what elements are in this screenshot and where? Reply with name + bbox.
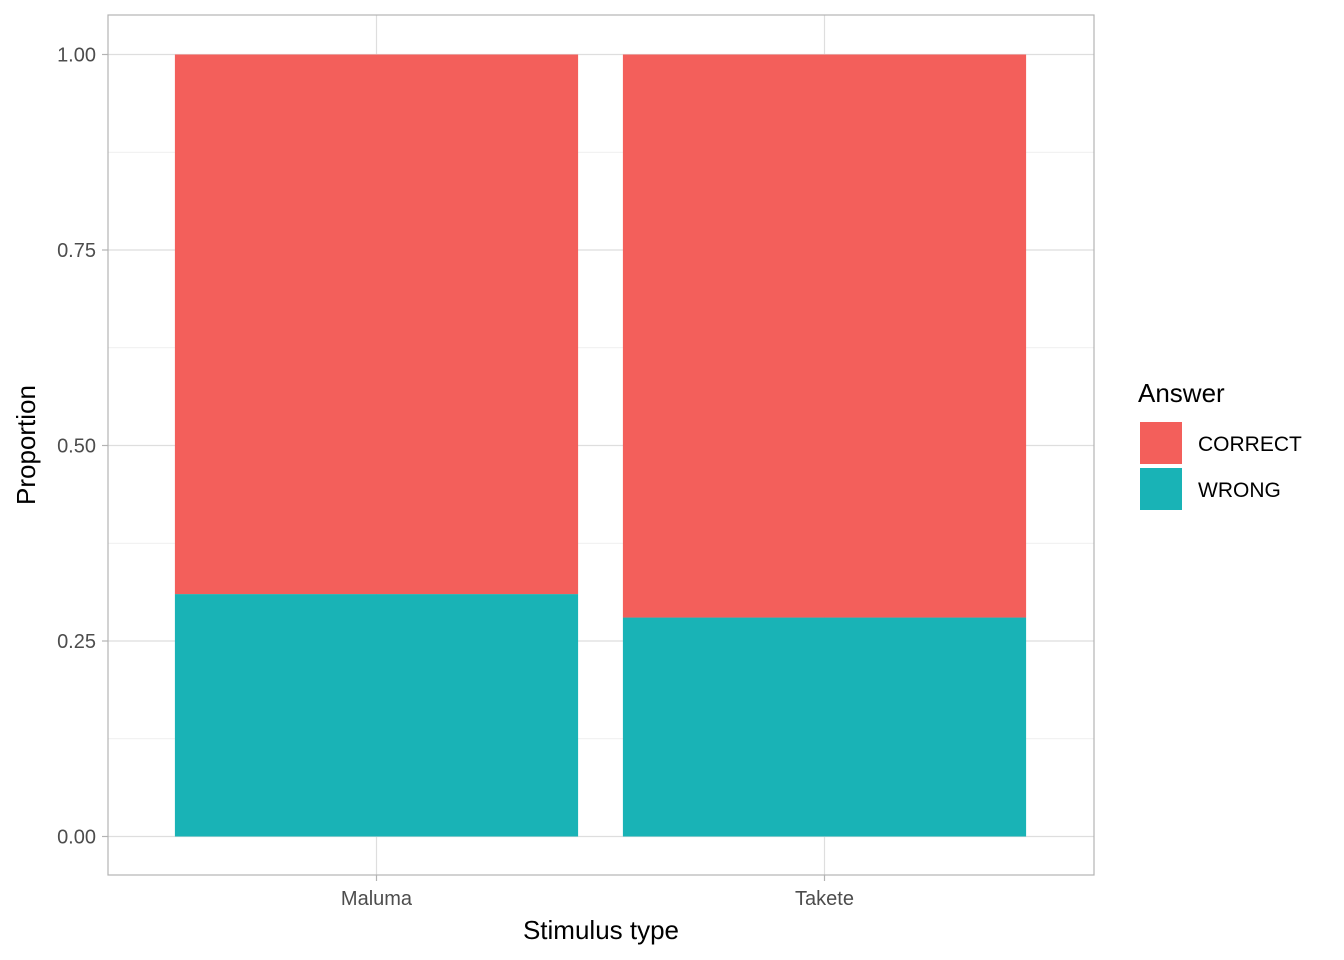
x-tick-label: Takete (795, 888, 854, 910)
legend-label-wrong: WRONG (1198, 479, 1281, 502)
bars (174, 54, 1027, 837)
legend-key-wrong (1140, 468, 1182, 510)
y-tick-label: 0.50 (57, 436, 96, 458)
y-tick-label: 0.25 (57, 631, 96, 653)
bar-wrong-maluma (174, 594, 579, 837)
legend-key-correct (1140, 422, 1182, 464)
y-tick-label: 0.75 (57, 240, 96, 262)
bar-correct-maluma (174, 54, 579, 595)
y-axis-title: Proportion (11, 385, 41, 505)
y-tick-label: 0.00 (57, 827, 96, 849)
x-tick-label: Maluma (341, 888, 413, 910)
x-axis-title: Stimulus type (523, 915, 679, 945)
legend-title: Answer (1138, 378, 1225, 408)
legend: Answer CORRECT WRONG (1138, 378, 1302, 510)
legend-label-correct: CORRECT (1198, 433, 1302, 456)
x-axis: Maluma Takete (341, 875, 854, 910)
bar-wrong-takete (622, 617, 1027, 837)
bar-correct-takete (622, 54, 1027, 618)
y-tick-label: 1.00 (57, 45, 96, 67)
y-axis: 0.00 0.25 0.50 0.75 1.00 (57, 45, 108, 849)
